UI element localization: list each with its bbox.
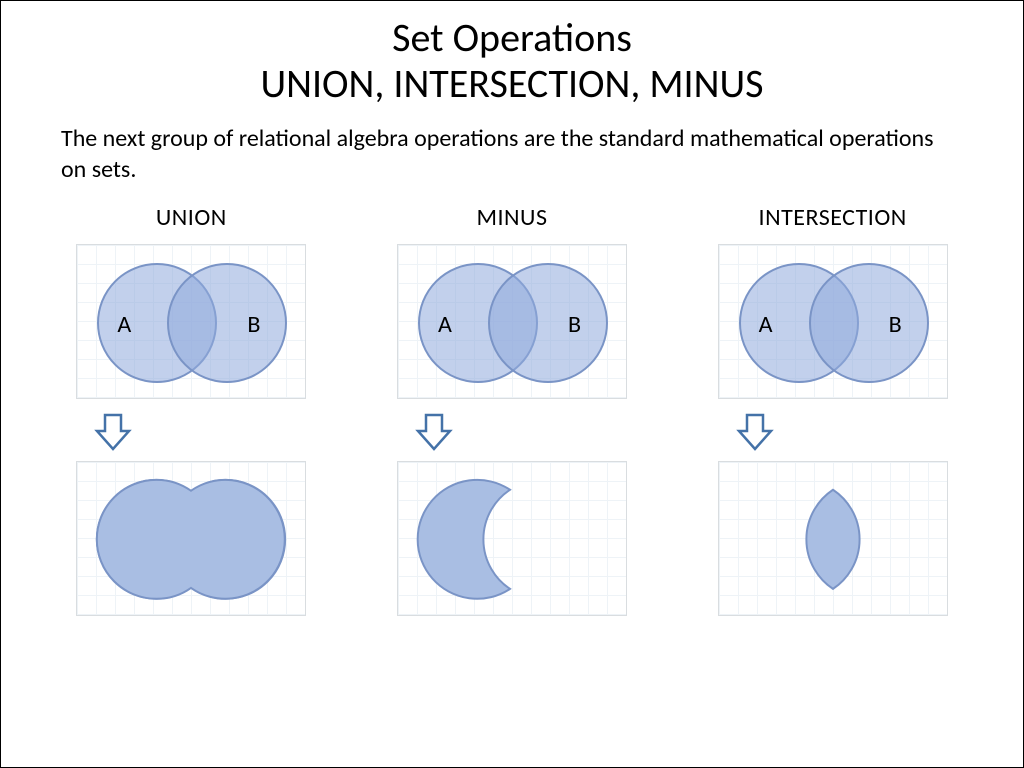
column-label-minus: MINUS bbox=[476, 203, 547, 232]
union-shape bbox=[77, 462, 305, 616]
arrow-down-icon bbox=[93, 411, 133, 451]
venn-result-intersection bbox=[718, 461, 948, 616]
venn-diagram: A B bbox=[77, 245, 305, 398]
column-minus: MINUS A B bbox=[372, 203, 652, 616]
column-label-union: UNION bbox=[156, 203, 227, 232]
title-block: Set Operations UNION, INTERSECTION, MINU… bbox=[1, 1, 1023, 107]
circle-b bbox=[167, 263, 287, 383]
arrow-down-icon bbox=[735, 411, 775, 451]
circle-b bbox=[809, 263, 929, 383]
arrow-down-icon bbox=[414, 411, 454, 451]
label-b: B bbox=[889, 310, 902, 339]
column-label-intersection: INTERSECTION bbox=[759, 203, 907, 232]
venn-diagram: A B bbox=[719, 245, 947, 398]
subtitle-text: The next group of relational algebra ope… bbox=[1, 107, 1023, 185]
circle-b bbox=[488, 263, 608, 383]
label-a: A bbox=[759, 310, 773, 339]
label-b: B bbox=[568, 310, 581, 339]
label-a: A bbox=[438, 310, 452, 339]
crescent-shape bbox=[398, 462, 626, 616]
label-b: B bbox=[247, 310, 260, 339]
title-line-1: Set Operations bbox=[1, 15, 1023, 61]
venn-result-union bbox=[76, 461, 306, 616]
diagram-columns: UNION A B MINUS bbox=[1, 185, 1023, 616]
label-a: A bbox=[117, 310, 131, 339]
venn-input-minus: A B bbox=[397, 244, 627, 399]
title-line-2: UNION, INTERSECTION, MINUS bbox=[1, 61, 1023, 107]
venn-input-union: A B bbox=[76, 244, 306, 399]
venn-input-intersection: A B bbox=[718, 244, 948, 399]
venn-diagram: A B bbox=[398, 245, 626, 398]
lens-shape bbox=[719, 462, 947, 616]
column-union: UNION A B bbox=[51, 203, 331, 616]
venn-result-minus bbox=[397, 461, 627, 616]
column-intersection: INTERSECTION A B bbox=[693, 203, 973, 616]
